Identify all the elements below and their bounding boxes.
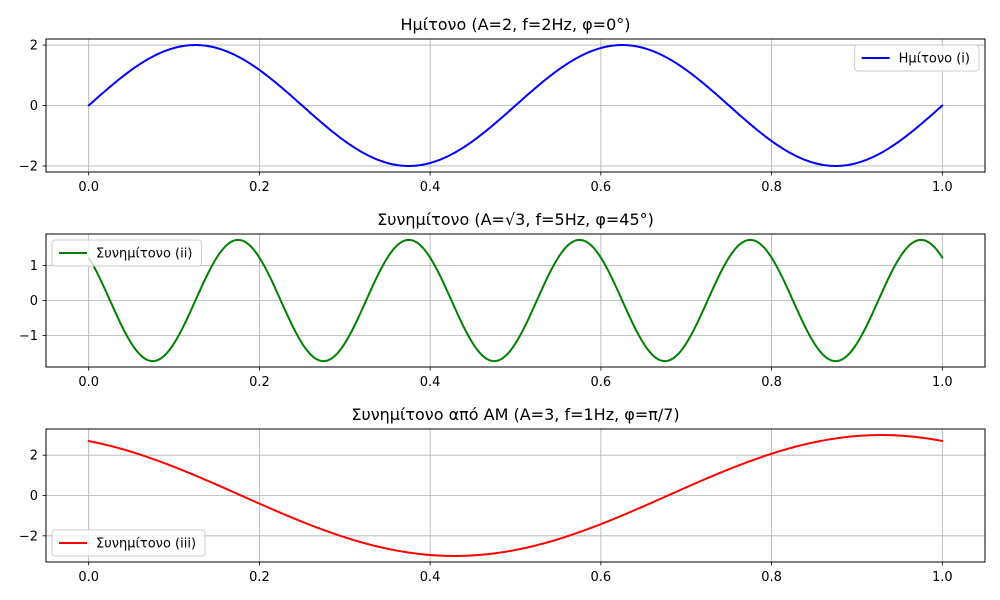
x-tick-label: 0.4 xyxy=(420,180,441,195)
chart-1: 0.0 0.2 0.4 0.6 0.8 1.0 −2 0 2 Ημίτονο (A=2, f=2H… xyxy=(19,15,986,195)
legend-box xyxy=(51,529,206,557)
x-tick-label: 0.0 xyxy=(78,375,99,390)
legend-label: Συνημίτονο (iii) xyxy=(96,537,196,552)
series-line-2-1 xyxy=(87,238,944,363)
y-tick-label: −2 xyxy=(19,159,38,174)
legend-box xyxy=(854,44,980,72)
x-tick-label: 0.4 xyxy=(420,375,441,390)
x-tick-label: 0.6 xyxy=(591,570,612,585)
x-tick-label: 0.8 xyxy=(761,375,782,390)
y-tick-label: 0 xyxy=(30,489,38,504)
y-tick-label: 0 xyxy=(30,294,38,309)
y-tick-label: 1 xyxy=(30,259,38,274)
chart-title: Ημίτονο (A=2, f=2Hz, φ=0°) xyxy=(400,15,630,34)
x-tick-label: 1.0 xyxy=(932,180,953,195)
y-tick-label: −2 xyxy=(19,529,38,544)
y-tick-label: 0 xyxy=(30,99,38,114)
x-tick-label: 0.0 xyxy=(78,570,99,585)
x-tick-label: 0.2 xyxy=(249,375,270,390)
x-tick-label: 1.0 xyxy=(932,570,953,585)
chart-title: Συνημίτονο (A=√3, f=5Hz, φ=45°) xyxy=(377,210,654,229)
x-tick-label: 0.6 xyxy=(591,375,612,390)
x-tick-label: 0.0 xyxy=(78,180,99,195)
x-tick-label: 1.0 xyxy=(932,375,953,390)
x-tick-label: 0.2 xyxy=(249,180,270,195)
y-tick-label: 2 xyxy=(30,39,38,54)
series-line-1-1 xyxy=(87,44,944,167)
x-tick-label: 0.8 xyxy=(761,570,782,585)
legend-label: Ημίτονο (i) xyxy=(899,52,970,67)
y-tick-label: −1 xyxy=(19,329,38,344)
x-tick-label: 0.8 xyxy=(761,180,782,195)
y-tick-label: 2 xyxy=(30,449,38,464)
legend-label: Συνημίτονο (ii) xyxy=(96,247,192,262)
legend: Συνημίτονο (ii) xyxy=(51,239,202,267)
x-tick-label: 0.4 xyxy=(420,570,441,585)
legend: Συνημίτονο (iii) xyxy=(51,529,206,557)
chart-2: 0.0 0.2 0.4 0.6 0.8 1.0 −1 0 1 Συνημίτονο (A=√3, … xyxy=(19,210,986,390)
legend-box xyxy=(51,239,202,267)
chart-3: 0.0 0.2 0.4 0.6 0.8 1.0 −2 0 2 Συνημίτονο από AM … xyxy=(19,405,986,585)
series-line-3-1 xyxy=(87,434,944,557)
x-tick-label: 0.6 xyxy=(591,180,612,195)
legend: Ημίτονο (i) xyxy=(854,44,980,72)
chart-title: Συνημίτονο από AM (A=3, f=1Hz, φ=π/7) xyxy=(351,405,679,424)
x-tick-label: 0.2 xyxy=(249,570,270,585)
